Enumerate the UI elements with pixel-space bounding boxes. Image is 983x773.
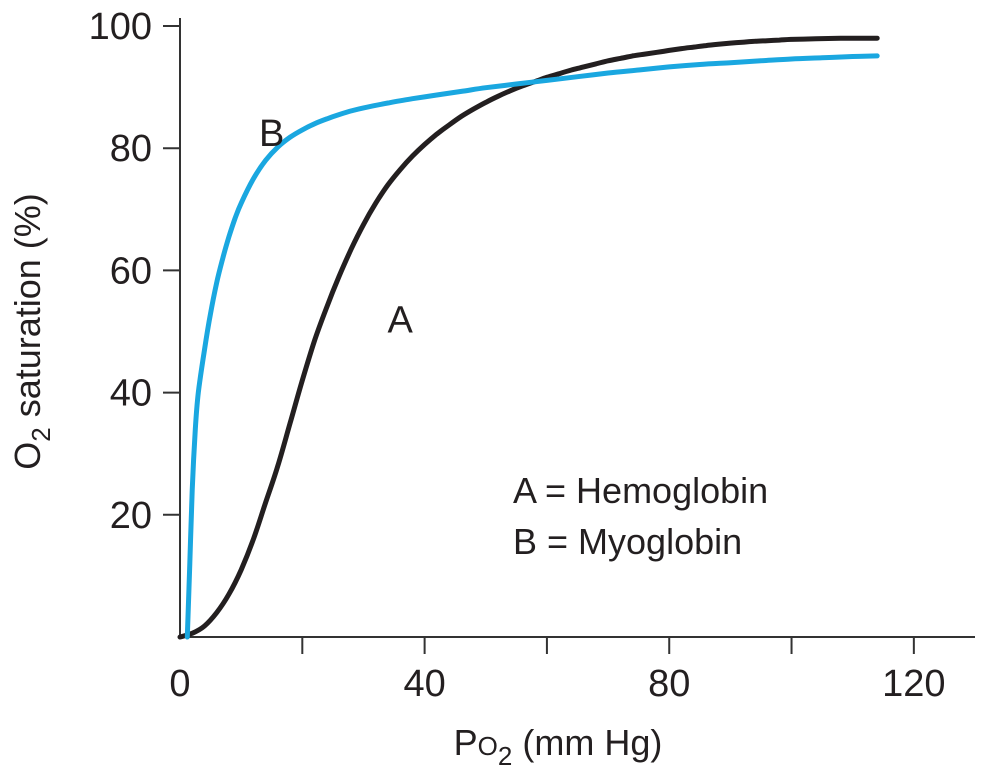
y-tick-label-100: 100 (89, 6, 152, 48)
axes: 0 40 80 120 20 40 60 80 100 (89, 6, 975, 705)
y-tick-label-20: 20 (110, 495, 152, 537)
x-ticks: 0 40 80 120 (169, 637, 946, 705)
series-layer (177, 35, 880, 640)
curve-labels: AB (259, 113, 413, 341)
curve-label-a: A (387, 299, 413, 341)
x-axis-title: PO2 (mm Hg) (454, 722, 663, 771)
y-axis-title-o: O (7, 442, 48, 470)
x-tick-label-0: 0 (169, 663, 190, 705)
y-axis-title-rest: saturation (%) (7, 193, 48, 427)
series-line-b (184, 53, 880, 640)
x-axis-title-p: P (454, 722, 478, 763)
y-tick-label-60: 60 (110, 250, 152, 292)
y-axis-title-sub: 2 (26, 427, 56, 441)
legend-entry-hemoglobin: A = Hemoglobin (513, 470, 768, 511)
y-tick-label-40: 40 (110, 373, 152, 415)
legend-entry-myoglobin: B = Myoglobin (513, 521, 742, 562)
x-tick-label-120: 120 (882, 663, 945, 705)
y-tick-label-80: 80 (110, 128, 152, 170)
x-tick-label-80: 80 (648, 663, 690, 705)
y-ticks: 20 40 60 80 100 (89, 6, 180, 537)
curve-label-b: B (259, 113, 284, 155)
legend: A = Hemoglobin B = Myoglobin (513, 470, 768, 562)
x-axis-title-o: O (478, 731, 498, 761)
x-tick-label-40: 40 (403, 663, 445, 705)
x-axis-title-sub: 2 (498, 741, 512, 771)
x-axis-title-units: (mm Hg) (512, 722, 662, 763)
y-axis-title: O2 saturation (%) (7, 193, 56, 470)
